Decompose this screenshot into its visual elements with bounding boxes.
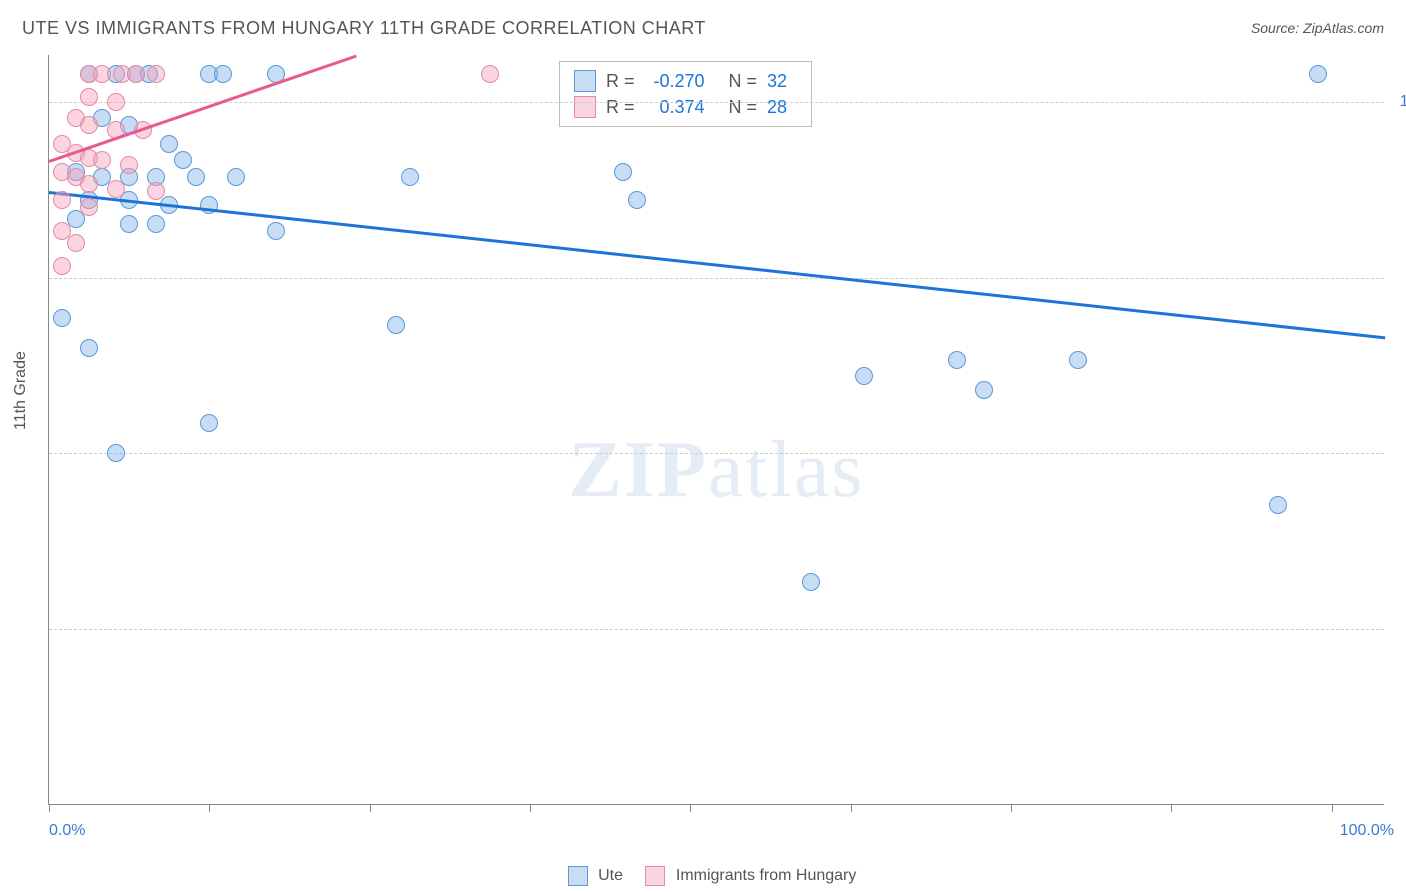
data-point xyxy=(227,168,245,186)
legend-label-ute: Ute xyxy=(598,867,623,884)
data-point xyxy=(187,168,205,186)
y-tick-label: 92.5% xyxy=(1394,269,1406,287)
watermark-thin: atlas xyxy=(708,426,865,514)
x-tick xyxy=(370,804,371,812)
data-point xyxy=(387,316,405,334)
data-point xyxy=(80,175,98,193)
chart-title: UTE VS IMMIGRANTS FROM HUNGARY 11TH GRAD… xyxy=(22,18,706,39)
data-point xyxy=(1309,65,1327,83)
legend-swatch-ute xyxy=(568,866,588,886)
x-axis-max-label: 100.0% xyxy=(1340,822,1394,840)
series-legend: Ute Immigrants from Hungary xyxy=(0,866,1406,886)
data-point xyxy=(975,381,993,399)
x-axis-min-label: 0.0% xyxy=(49,822,85,840)
x-tick xyxy=(209,804,210,812)
gridline xyxy=(49,629,1384,630)
data-point xyxy=(401,168,419,186)
data-point xyxy=(147,215,165,233)
gridline xyxy=(49,102,1384,103)
legend-swatch-hungary xyxy=(574,96,596,118)
legend-r-label: R = xyxy=(606,68,635,94)
data-point xyxy=(80,339,98,357)
data-point xyxy=(1269,496,1287,514)
data-point xyxy=(127,65,145,83)
correlation-legend: R = -0.270 N = 32 R = 0.374 N = 28 xyxy=(559,61,812,127)
data-point xyxy=(80,198,98,216)
legend-row-ute: R = -0.270 N = 32 xyxy=(574,68,797,94)
legend-n-label: N = xyxy=(729,94,758,120)
legend-swatch-hungary xyxy=(645,866,665,886)
data-point xyxy=(93,65,111,83)
data-point xyxy=(174,151,192,169)
legend-label-hungary: Immigrants from Hungary xyxy=(676,867,857,884)
data-point xyxy=(53,257,71,275)
legend-r-value-hungary: 0.374 xyxy=(645,94,705,120)
x-tick xyxy=(690,804,691,812)
data-point xyxy=(107,180,125,198)
data-point xyxy=(53,191,71,209)
data-point xyxy=(200,414,218,432)
data-point xyxy=(120,215,138,233)
y-tick-label: 85.0% xyxy=(1394,444,1406,462)
chart-plot-area: ZIPatlas R = -0.270 N = 32 R = 0.374 N =… xyxy=(48,55,1384,805)
legend-swatch-ute xyxy=(574,70,596,92)
data-point xyxy=(481,65,499,83)
data-point xyxy=(802,573,820,591)
x-tick xyxy=(851,804,852,812)
y-tick-label: 77.5% xyxy=(1394,620,1406,638)
gridline xyxy=(49,278,1384,279)
watermark: ZIPatlas xyxy=(569,425,865,516)
data-point xyxy=(628,191,646,209)
legend-n-label: N = xyxy=(729,68,758,94)
data-point xyxy=(160,135,178,153)
watermark-bold: ZIP xyxy=(569,426,708,514)
data-point xyxy=(147,182,165,200)
data-point xyxy=(267,222,285,240)
data-point xyxy=(214,65,232,83)
legend-row-hungary: R = 0.374 N = 28 xyxy=(574,94,797,120)
x-tick xyxy=(1171,804,1172,812)
data-point xyxy=(120,156,138,174)
data-point xyxy=(53,309,71,327)
y-tick-label: 100.0% xyxy=(1394,93,1406,111)
data-point xyxy=(147,65,165,83)
data-point xyxy=(107,93,125,111)
legend-r-value-ute: -0.270 xyxy=(645,68,705,94)
data-point xyxy=(80,88,98,106)
data-point xyxy=(948,351,966,369)
data-point xyxy=(1069,351,1087,369)
legend-n-value-ute: 32 xyxy=(767,68,797,94)
data-point xyxy=(107,444,125,462)
data-point xyxy=(93,151,111,169)
legend-n-value-hungary: 28 xyxy=(767,94,797,120)
x-tick xyxy=(1011,804,1012,812)
trend-line xyxy=(49,191,1385,339)
x-tick xyxy=(1332,804,1333,812)
y-axis-label: 11th Grade xyxy=(12,351,30,430)
gridline xyxy=(49,453,1384,454)
data-point xyxy=(855,367,873,385)
legend-r-label: R = xyxy=(606,94,635,120)
x-tick xyxy=(530,804,531,812)
data-point xyxy=(614,163,632,181)
x-tick xyxy=(49,804,50,812)
data-point xyxy=(80,116,98,134)
source-label: Source: ZipAtlas.com xyxy=(1251,20,1384,36)
data-point xyxy=(67,234,85,252)
